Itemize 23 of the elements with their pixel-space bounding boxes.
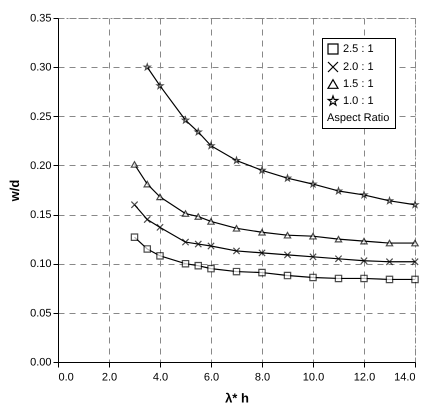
y-tick-label: 0.35: [30, 12, 52, 24]
x-tick-label: 12.0: [354, 372, 376, 384]
x-tick-label: 2.0: [102, 372, 118, 384]
y-tick-label: 0.10: [30, 258, 52, 270]
y-tick-label: 0.30: [30, 62, 52, 74]
x-tick-label: 10.0: [302, 372, 324, 384]
x-tick-label: 6.0: [204, 372, 220, 384]
y-tick-label: 0.15: [30, 209, 52, 222]
y-tick-label: 0.20: [30, 160, 52, 172]
legend-label: 2.5 : 1: [343, 43, 374, 55]
x-tick-label: 4.0: [152, 372, 168, 384]
y-axis-title: w/d: [7, 180, 22, 202]
x-axis-title: λ* h: [225, 390, 249, 406]
y-tick-label: 0.25: [30, 110, 52, 123]
x-tick-label: 14.0: [394, 372, 416, 384]
legend-label: 2.0 : 1: [343, 61, 374, 73]
x-tick-label: 0.0: [58, 372, 74, 384]
y-tick-label: 0.05: [30, 307, 52, 320]
legend-label: 1.5 : 1: [343, 78, 374, 90]
legend-title: Aspect Ratio: [327, 112, 390, 124]
legend-label: 1.0 : 1: [343, 95, 374, 107]
x-tick-label: 8.0: [254, 372, 270, 384]
y-tick-label: 0.00: [30, 356, 52, 368]
